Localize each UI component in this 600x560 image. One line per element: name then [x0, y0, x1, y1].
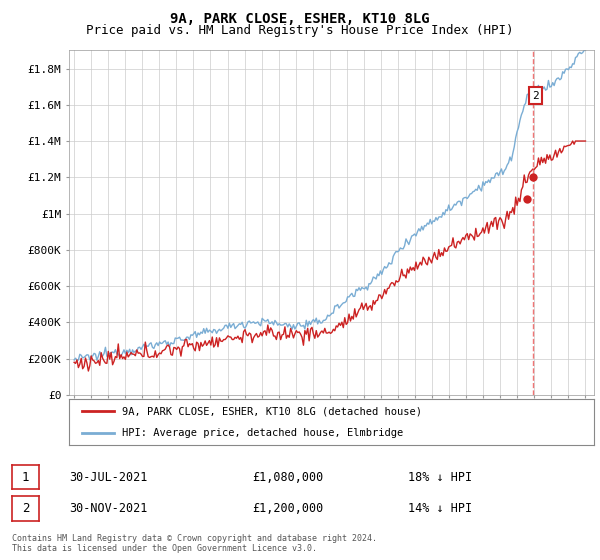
Text: £1,080,000: £1,080,000: [252, 470, 323, 484]
Text: HPI: Average price, detached house, Elmbridge: HPI: Average price, detached house, Elmb…: [121, 428, 403, 438]
Text: 18% ↓ HPI: 18% ↓ HPI: [408, 470, 472, 484]
Text: Price paid vs. HM Land Registry's House Price Index (HPI): Price paid vs. HM Land Registry's House …: [86, 24, 514, 36]
Text: 2: 2: [22, 502, 29, 515]
Text: 30-JUL-2021: 30-JUL-2021: [69, 470, 148, 484]
Text: 14% ↓ HPI: 14% ↓ HPI: [408, 502, 472, 515]
Text: 9A, PARK CLOSE, ESHER, KT10 8LG (detached house): 9A, PARK CLOSE, ESHER, KT10 8LG (detache…: [121, 406, 421, 416]
Text: 2: 2: [532, 91, 539, 101]
Text: 30-NOV-2021: 30-NOV-2021: [69, 502, 148, 515]
Text: £1,200,000: £1,200,000: [252, 502, 323, 515]
Text: Contains HM Land Registry data © Crown copyright and database right 2024.
This d: Contains HM Land Registry data © Crown c…: [12, 534, 377, 553]
Text: 9A, PARK CLOSE, ESHER, KT10 8LG: 9A, PARK CLOSE, ESHER, KT10 8LG: [170, 12, 430, 26]
Text: 1: 1: [22, 470, 29, 484]
